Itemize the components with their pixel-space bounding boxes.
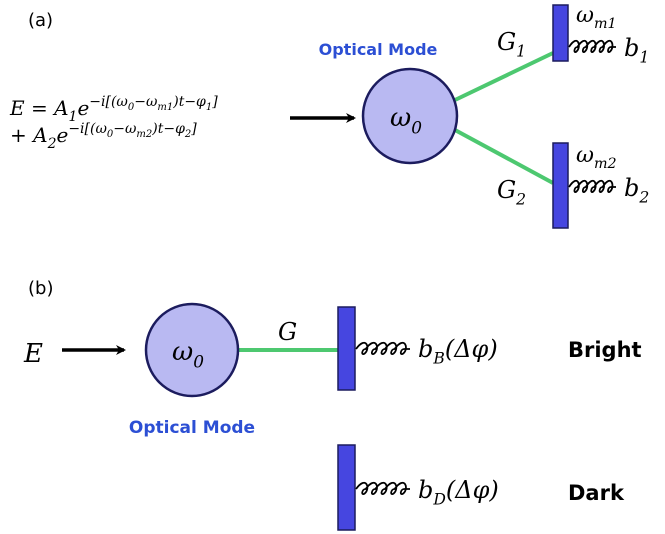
state-label: Bright <box>568 338 642 362</box>
math-label: G1 <box>497 28 526 61</box>
equation-part: 0 <box>107 129 114 140</box>
mirror <box>337 444 356 531</box>
math-sub: 0 <box>193 351 204 371</box>
math-sub: 2 <box>515 191 526 209</box>
math-sub: 1 <box>516 43 526 61</box>
math-label: bB(Δφ) <box>418 335 498 368</box>
math-label: ωm1 <box>576 3 617 32</box>
math-label: ωm2 <box>576 143 617 172</box>
mirror <box>552 4 569 62</box>
math-label: bD(Δφ) <box>418 476 499 509</box>
coupling-line <box>454 128 554 185</box>
math-sub: 1 <box>639 49 649 67</box>
math-arg: (Δφ) <box>445 335 498 363</box>
coupling-line <box>454 51 554 102</box>
math-sub: 0 <box>411 117 422 137</box>
math-base: G <box>497 28 516 56</box>
equation-part: −i[(ω <box>68 121 107 137</box>
math-base: ω <box>390 103 411 133</box>
math-base: ω <box>576 3 594 28</box>
math-sub: m2 <box>594 156 617 172</box>
equation-part: −ω <box>113 121 137 137</box>
math-sub: D <box>432 491 446 509</box>
math-arg: (Δφ) <box>446 476 499 504</box>
math-label: b2 <box>624 174 649 207</box>
math-sub: m1 <box>594 16 617 32</box>
equation-part: −i[(ω <box>89 94 128 110</box>
cavity <box>144 302 240 398</box>
math-base: b <box>624 174 639 202</box>
spring <box>568 180 616 193</box>
math-base: b <box>418 335 433 363</box>
equation-part: 1 <box>206 102 212 113</box>
equation-part: + A <box>10 123 48 147</box>
math-base: ω <box>576 143 594 168</box>
math-sub: B <box>432 350 444 368</box>
equation-part: )t−φ <box>172 94 206 110</box>
equation-part: m2 <box>136 129 152 140</box>
mirror <box>337 306 356 391</box>
coupling-label: G <box>278 318 297 346</box>
math-label: b1 <box>624 34 649 67</box>
math-base: b <box>418 476 433 504</box>
input-label: E <box>23 339 43 369</box>
equation-part: e <box>56 123 68 147</box>
equation-part: m1 <box>157 102 173 113</box>
spring <box>355 342 410 355</box>
equation-part: e <box>77 96 89 120</box>
equation-line: + A2e−i[(ω0−ωm2)t−φ2] <box>10 121 197 152</box>
equation-part: E = A <box>9 96 69 120</box>
mode-label: Optical Mode <box>129 418 255 438</box>
equation-line: E = A1e−i[(ω0−ωm1)t−φ1] <box>9 94 218 125</box>
math-base: G <box>497 176 516 204</box>
math-base: b <box>624 34 639 62</box>
panel-label: (a) <box>28 10 53 31</box>
mirror <box>552 142 569 229</box>
equation-part: ] <box>211 94 218 110</box>
equation-part: 2 <box>47 136 57 152</box>
math-label: G2 <box>497 176 526 209</box>
equation-part: ] <box>190 121 197 137</box>
math-sub: 2 <box>638 189 649 207</box>
math-label: ω0 <box>172 337 204 371</box>
cavity <box>361 67 459 165</box>
equation-part: )t−φ <box>151 121 185 137</box>
state-label: Dark <box>568 481 625 505</box>
equation-part: 1 <box>69 109 78 125</box>
math-base: ω <box>172 337 193 367</box>
math-label: ω0 <box>390 103 422 137</box>
spring <box>568 40 616 53</box>
equation-part: 0 <box>128 102 135 113</box>
equation-part: −ω <box>134 94 158 110</box>
panel-label: (b) <box>28 278 53 299</box>
mode-label: Optical Mode <box>319 40 438 59</box>
equation-part: 2 <box>184 129 191 140</box>
spring <box>355 482 410 495</box>
